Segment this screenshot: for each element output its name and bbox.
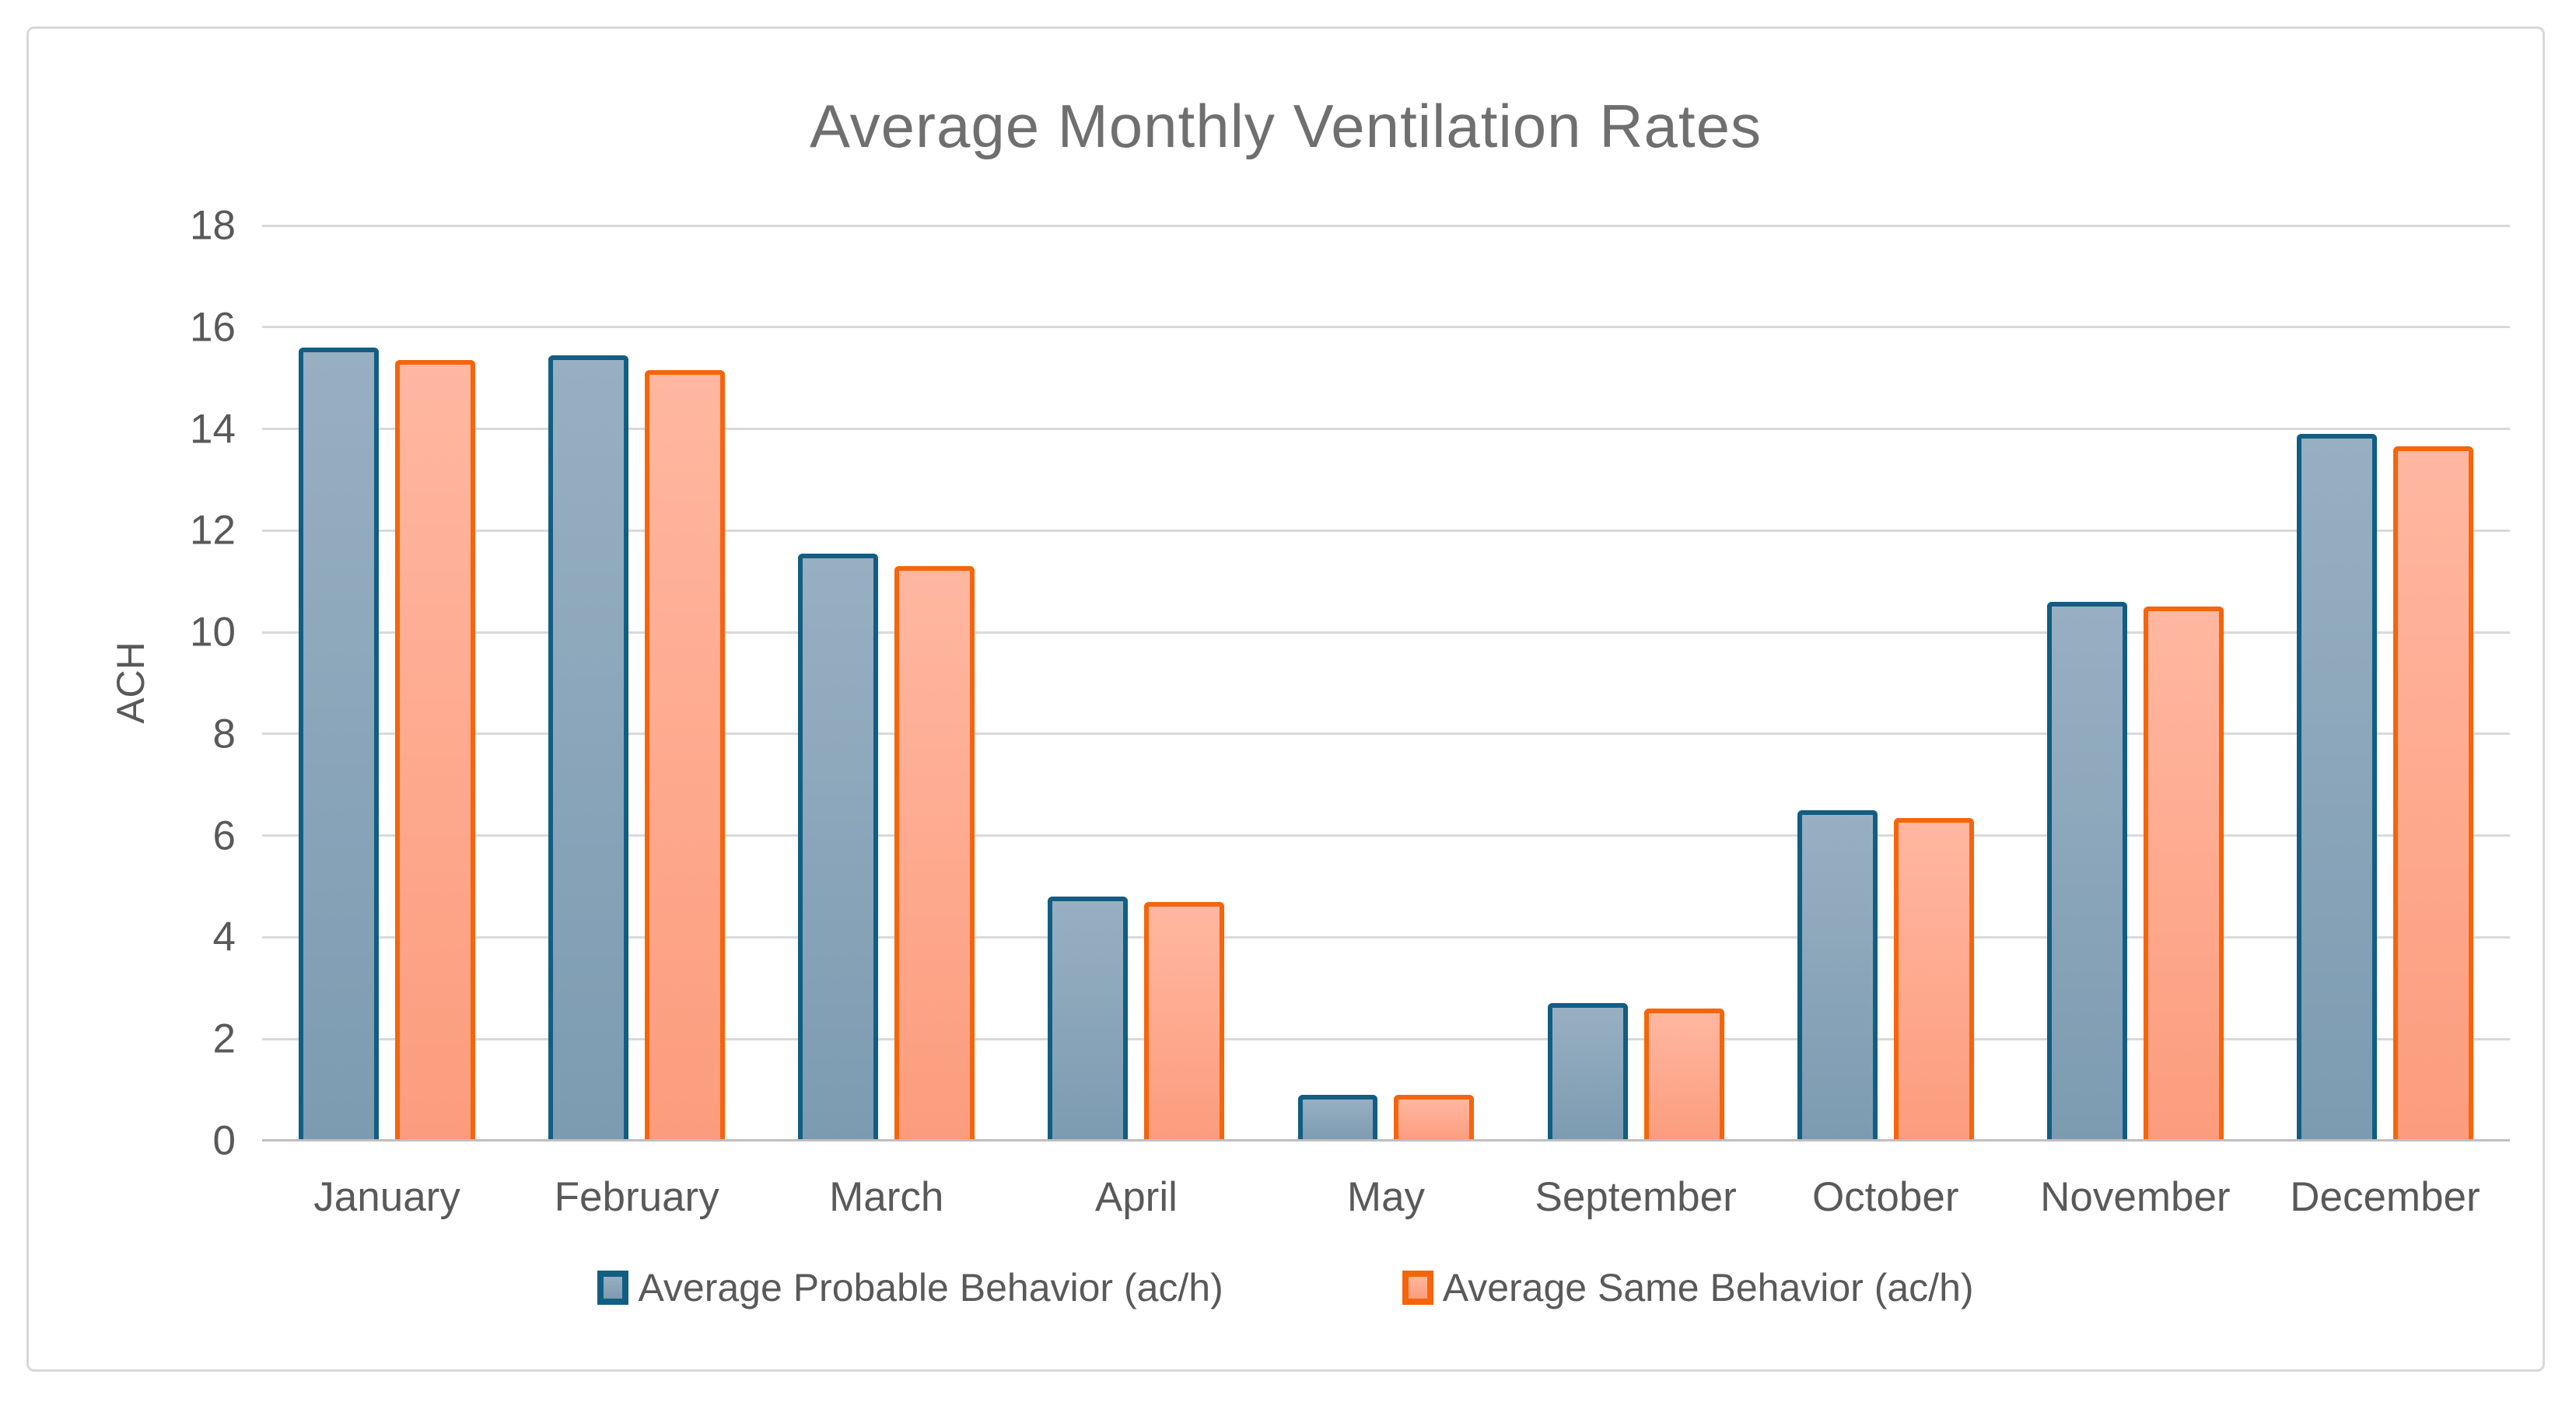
bar-february-same [645, 370, 726, 1141]
bar-january-probable [299, 347, 380, 1141]
legend-item-same: Average Same Behavior (ac/h) [1402, 1265, 1974, 1310]
x-label-may: May [1346, 1174, 1426, 1220]
bar-november-same [2143, 607, 2224, 1141]
gridline-16 [262, 326, 2510, 329]
y-tick-6: 6 [212, 813, 236, 859]
gridline-18 [262, 224, 2510, 227]
x-axis-category-labels: January February March April May September Oct… [262, 1173, 2510, 1236]
legend-label-same: Average Same Behavior (ac/h) [1442, 1266, 1974, 1309]
y-tick-16: 16 [190, 304, 236, 351]
legend-swatch-probable [597, 1271, 629, 1305]
x-label-february: February [554, 1174, 719, 1220]
x-label-september: September [1535, 1174, 1737, 1220]
legend-label-probable: Average Probable Behavior (ac/h) [638, 1266, 1223, 1309]
y-tick-18: 18 [190, 202, 236, 249]
y-tick-8: 8 [212, 711, 236, 757]
y-axis-tick-labels: 0 2 4 6 8 10 12 14 16 18 [75, 203, 236, 1164]
x-label-april: April [1094, 1174, 1178, 1220]
y-tick-12: 12 [190, 507, 236, 554]
x-label-november: November [2040, 1174, 2231, 1220]
bar-december-same [2392, 446, 2473, 1141]
y-tick-10: 10 [190, 609, 236, 656]
bar-january-same [395, 360, 476, 1141]
bar-october-probable [1797, 809, 1878, 1141]
bar-february-probable [548, 355, 629, 1141]
bar-december-probable [2296, 434, 2377, 1141]
bar-november-probable [2046, 601, 2127, 1141]
y-tick-0: 0 [212, 1117, 236, 1164]
gridline-12 [262, 529, 2510, 532]
bar-march-same [894, 566, 975, 1141]
bar-october-same [1893, 817, 1974, 1141]
y-tick-4: 4 [212, 914, 236, 960]
gridline-2 [262, 1037, 2510, 1040]
bar-april-same [1144, 901, 1225, 1141]
gridline-8 [262, 732, 2510, 736]
plot-area [262, 224, 2510, 1142]
bar-april-probable [1048, 897, 1129, 1141]
legend-swatch-same [1402, 1271, 1433, 1305]
x-label-december: December [2290, 1174, 2480, 1220]
gridline-10 [262, 631, 2510, 634]
bar-may-same [1394, 1095, 1475, 1141]
legend-item-probable: Average Probable Behavior (ac/h) [597, 1265, 1223, 1310]
y-tick-14: 14 [190, 406, 236, 453]
x-label-october: October [1811, 1174, 1959, 1220]
bar-may-probable [1297, 1095, 1378, 1141]
x-label-march: March [829, 1174, 944, 1220]
chart-title: Average Monthly Ventilation Rates [810, 92, 1762, 160]
gridline-4 [262, 935, 2510, 939]
legend: Average Probable Behavior (ac/h) Average… [29, 1265, 2543, 1310]
y-tick-2: 2 [212, 1016, 236, 1062]
x-label-january: January [313, 1174, 460, 1220]
bar-september-probable [1547, 1003, 1628, 1141]
gridline-14 [262, 428, 2510, 431]
bar-march-probable [798, 553, 879, 1141]
gridline-6 [262, 834, 2510, 837]
bar-september-same [1643, 1009, 1724, 1141]
x-axis-line [262, 1139, 2510, 1142]
